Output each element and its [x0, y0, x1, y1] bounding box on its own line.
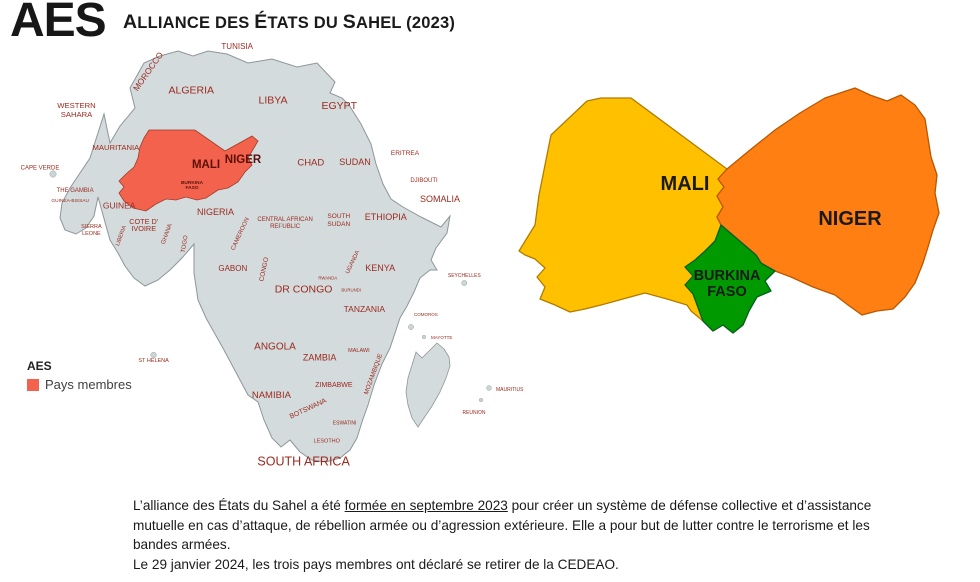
- svg-text:NAMIBIA: NAMIBIA: [252, 390, 292, 401]
- svg-text:ST HELENA: ST HELENA: [138, 358, 169, 364]
- svg-text:DR CONGO: DR CONGO: [275, 284, 333, 296]
- svg-text:ANGOLA: ANGOLA: [254, 342, 296, 353]
- svg-text:EGYPT: EGYPT: [322, 100, 358, 112]
- svg-text:MALI: MALI: [192, 159, 220, 171]
- svg-text:BURKINA: BURKINA: [694, 268, 761, 284]
- svg-text:FASO: FASO: [185, 185, 198, 191]
- svg-text:IVOIRE: IVOIRE: [131, 224, 156, 233]
- svg-text:MAURITANIA: MAURITANIA: [92, 143, 140, 152]
- svg-text:ERITREA: ERITREA: [391, 150, 420, 157]
- svg-text:SOUTH AFRICA: SOUTH AFRICA: [257, 455, 350, 469]
- svg-text:NIGERIA: NIGERIA: [197, 207, 234, 217]
- svg-text:SIERRA: SIERRA: [81, 224, 102, 230]
- svg-text:CAPE VERDE: CAPE VERDE: [21, 165, 60, 171]
- svg-text:DJIBOUTI: DJIBOUTI: [410, 178, 438, 184]
- svg-text:GABON: GABON: [218, 264, 247, 273]
- svg-text:MAYOTTE: MAYOTTE: [431, 335, 452, 340]
- svg-text:CENTRAL AFRICAN: CENTRAL AFRICAN: [257, 217, 312, 223]
- svg-text:FASO: FASO: [707, 284, 746, 300]
- svg-text:LESOTHO: LESOTHO: [314, 439, 341, 445]
- svg-text:NIGER: NIGER: [818, 208, 882, 230]
- svg-text:ESWATINI: ESWATINI: [333, 421, 357, 427]
- svg-text:REUNION: REUNION: [462, 410, 485, 416]
- svg-text:THE GAMBIA: THE GAMBIA: [57, 188, 94, 194]
- svg-text:SEYCHELLES: SEYCHELLES: [448, 273, 481, 279]
- svg-text:ZIMBABWE: ZIMBABWE: [315, 382, 353, 389]
- svg-text:SAHARA: SAHARA: [61, 110, 93, 119]
- svg-text:BURUNDI: BURUNDI: [341, 288, 361, 293]
- svg-text:KENYA: KENYA: [365, 263, 395, 273]
- svg-text:ALGERIA: ALGERIA: [169, 85, 215, 97]
- svg-text:MALAWI: MALAWI: [348, 348, 370, 354]
- svg-text:WESTERN: WESTERN: [57, 101, 95, 110]
- svg-text:SUDAN: SUDAN: [327, 221, 350, 228]
- svg-text:GUINEA-BISSAU: GUINEA-BISSAU: [51, 198, 89, 204]
- svg-text:SUDAN: SUDAN: [339, 157, 371, 167]
- svg-text:NIGER: NIGER: [225, 154, 262, 166]
- svg-text:TUNISIA: TUNISIA: [221, 42, 253, 51]
- svg-text:SOMALIA: SOMALIA: [420, 194, 460, 204]
- svg-text:GUINEA: GUINEA: [103, 201, 136, 211]
- svg-text:LIBYA: LIBYA: [259, 95, 288, 107]
- svg-text:MAURITIUS: MAURITIUS: [496, 387, 524, 393]
- svg-text:MALI: MALI: [661, 173, 710, 195]
- svg-text:RWANDA: RWANDA: [318, 275, 337, 280]
- svg-text:COMOROS: COMOROS: [414, 312, 438, 317]
- svg-text:CHAD: CHAD: [297, 157, 324, 168]
- svg-text:REPUBLIC: REPUBLIC: [270, 224, 301, 230]
- svg-text:TANZANIA: TANZANIA: [344, 304, 386, 314]
- svg-text:ZAMBIA: ZAMBIA: [303, 352, 337, 362]
- svg-text:ETHIOPIA: ETHIOPIA: [365, 212, 407, 222]
- svg-text:SOUTH: SOUTH: [327, 213, 350, 220]
- svg-text:LEONE: LEONE: [82, 231, 101, 237]
